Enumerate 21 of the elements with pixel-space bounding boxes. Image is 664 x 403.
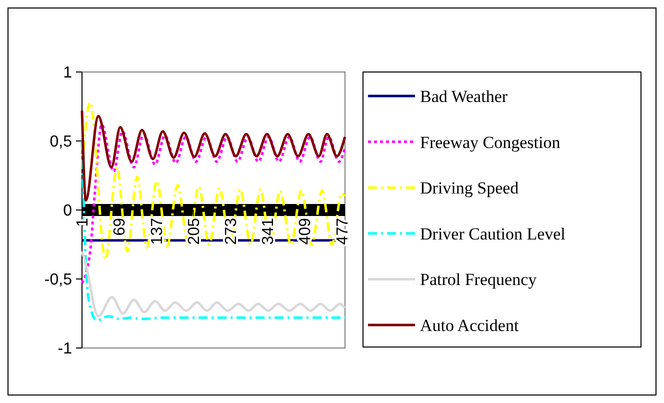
x-tick-label: 205 <box>186 218 203 245</box>
y-tick-label: 1 <box>63 64 72 82</box>
x-tick-label: 477 <box>334 218 352 245</box>
y-tick-label: -0,5 <box>44 272 72 289</box>
x-tick-label: 341 <box>260 218 278 245</box>
line-series <box>80 250 346 318</box>
legend-label: Bad Weather <box>420 86 508 106</box>
line-series <box>80 109 346 202</box>
y-tick-label: -1 <box>58 340 72 358</box>
legend-label: Freeway Congestion <box>420 132 561 152</box>
x-tick-label: 409 <box>297 218 314 245</box>
x-tick-label: 69 <box>112 218 129 236</box>
x-tick-label: 1 <box>74 218 92 227</box>
x-tick-label: 273 <box>223 218 240 245</box>
y-tick-label: 0 <box>63 202 72 220</box>
legend-label: Auto Accident <box>420 316 519 335</box>
legend-label: Patrol Frequency <box>420 270 538 290</box>
legend-label: Driver Caution Level <box>420 224 566 244</box>
legend-label: Driving Speed <box>420 178 520 198</box>
x-tick-label: 137 <box>148 218 166 245</box>
y-tick-label: 0,5 <box>50 134 72 151</box>
